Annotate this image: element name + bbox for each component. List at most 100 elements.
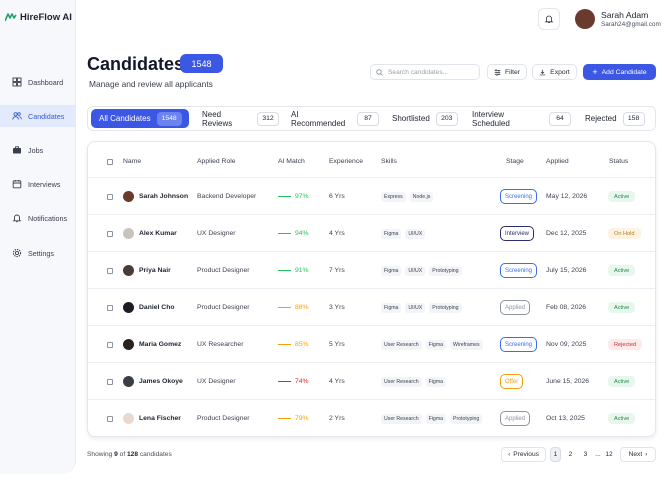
table-row[interactable]: James Okoye UX Designer 74% 4 Yrs User R… xyxy=(88,362,655,399)
tab-label: AI Recommended xyxy=(291,109,346,128)
stage-badge[interactable]: Interview xyxy=(500,226,535,241)
user-name: Sarah Adam xyxy=(601,10,649,20)
avatar xyxy=(123,376,134,387)
status-badge: Active xyxy=(608,302,636,313)
user-avatar[interactable] xyxy=(575,9,595,29)
skill-chip: User Research xyxy=(381,339,422,350)
sidebar-item-settings[interactable]: Settings xyxy=(0,242,76,264)
match-indicator xyxy=(278,343,291,346)
user-email: Sarah24@gmail.com xyxy=(601,21,661,28)
applied-date: Nov 09, 2025 xyxy=(546,341,587,348)
page-3-button[interactable]: 3 xyxy=(583,451,588,458)
applied-role: Product Designer xyxy=(197,415,250,422)
tab-ai-recommended[interactable]: AI Recommended 87 xyxy=(284,109,379,128)
candidate-name[interactable]: Daniel Cho xyxy=(139,304,175,311)
row-checkbox[interactable] xyxy=(107,415,113,422)
skill-chip: Prototyping xyxy=(450,413,483,424)
skill-chip: Wireframes xyxy=(450,339,483,350)
skill-chip: Figma xyxy=(425,376,447,387)
stage-badge[interactable]: Applied xyxy=(500,300,531,315)
chevron-left-icon: ‹ xyxy=(508,451,511,458)
next-page-button[interactable]: Next › xyxy=(620,447,656,462)
sidebar-item-jobs[interactable]: Jobs xyxy=(0,139,76,161)
tab-need-reviews[interactable]: Need Reviews 312 xyxy=(195,109,279,128)
table-row[interactable]: Maria Gomez UX Researcher 85% 5 Yrs User… xyxy=(88,325,655,362)
sidebar-item-dashboard[interactable]: Dashboard xyxy=(0,71,76,93)
tab-rejected[interactable]: Rejected 158 xyxy=(578,109,650,128)
filter-button[interactable]: Filter xyxy=(487,64,527,80)
select-all-checkbox[interactable] xyxy=(107,159,113,165)
add-candidate-button[interactable]: + Add Candidate xyxy=(583,64,656,80)
row-checkbox[interactable] xyxy=(107,341,113,348)
app-logo[interactable]: HireFlow AI xyxy=(5,12,72,23)
row-checkbox[interactable] xyxy=(107,193,113,200)
export-button[interactable]: Export xyxy=(532,64,577,80)
applied-date: May 12, 2026 xyxy=(546,193,588,200)
table-row[interactable]: Alex Kumar UX Designer 94% 4 Yrs Figma UI… xyxy=(88,214,655,251)
candidate-count-badge: 1548 xyxy=(180,54,223,73)
candidate-name[interactable]: Sarah Johnson xyxy=(139,193,189,200)
applied-date: Feb 08, 2026 xyxy=(546,304,587,311)
skill-chip: User Research xyxy=(381,376,422,387)
row-checkbox[interactable] xyxy=(107,378,113,385)
row-checkbox[interactable] xyxy=(107,304,113,311)
ai-match-value: 97% xyxy=(295,193,309,200)
candidate-tabs: All Candidates 1548 Need Reviews 312 AI Reco… xyxy=(87,106,656,131)
applied-role: UX Designer xyxy=(197,378,236,385)
stage-badge[interactable]: Screening xyxy=(500,263,538,278)
avatar xyxy=(123,191,134,202)
stage-badge[interactable]: Screening xyxy=(500,189,538,204)
applied-date: June 15, 2026 xyxy=(546,378,590,385)
candidate-name[interactable]: Maria Gomez xyxy=(139,341,182,348)
row-checkbox[interactable] xyxy=(107,230,113,237)
search-box[interactable] xyxy=(370,64,480,80)
notification-bell-button[interactable] xyxy=(538,8,560,30)
page-1-button[interactable]: 1 xyxy=(550,447,561,462)
table-row[interactable]: Daniel Cho Product Designer 88% 3 Yrs Fi… xyxy=(88,288,655,325)
avatar xyxy=(123,302,134,313)
status-badge: Active xyxy=(608,265,636,276)
status-badge: Active xyxy=(608,376,636,387)
page-12-button[interactable]: 12 xyxy=(605,451,613,458)
previous-page-button[interactable]: ‹ Previous xyxy=(501,447,546,462)
candidate-name[interactable]: James Okoye xyxy=(139,378,183,385)
sidebar-item-candidates[interactable]: Candidates xyxy=(0,105,76,127)
header-name: Name xyxy=(123,158,142,165)
avatar xyxy=(123,265,134,276)
summary-shown: 9 xyxy=(114,451,118,458)
stage-badge[interactable]: Offer xyxy=(500,374,524,389)
header-experience: Experience xyxy=(329,158,364,165)
candidate-name[interactable]: Lena Fischer xyxy=(139,415,181,422)
summary-prefix: Showing xyxy=(87,451,113,458)
header-ai-match: AI Match xyxy=(278,158,305,165)
stage-badge[interactable]: Screening xyxy=(500,337,538,352)
candidate-name[interactable]: Alex Kumar xyxy=(139,230,177,237)
stage-badge[interactable]: Applied xyxy=(500,411,531,426)
sidebar-item-label: Dashboard xyxy=(28,77,64,87)
match-indicator xyxy=(278,417,291,420)
match-indicator xyxy=(278,232,291,235)
search-icon xyxy=(376,68,383,76)
bell-icon xyxy=(544,15,554,23)
ai-match-value: 74% xyxy=(295,378,309,385)
ai-match-value: 79% xyxy=(295,415,309,422)
experience-value: 2 Yrs xyxy=(329,415,345,422)
row-checkbox[interactable] xyxy=(107,267,113,274)
tab-shortlisted[interactable]: Shortlisted 203 xyxy=(385,109,459,128)
sidebar-item-label: Settings xyxy=(28,248,54,258)
chevron-right-icon: › xyxy=(645,451,648,458)
tab-interview-scheduled[interactable]: Interview Scheduled 64 xyxy=(465,109,571,128)
sidebar-item-notifications[interactable]: Notifications xyxy=(0,207,76,229)
tab-all-candidates[interactable]: All Candidates 1548 xyxy=(91,109,189,128)
table-row[interactable]: Priya Nair Product Designer 91% 7 Yrs Fi… xyxy=(88,251,655,288)
table-row[interactable]: Sarah Johnson Backend Developer 97% 6 Yr… xyxy=(88,177,655,214)
skill-chip: Figma xyxy=(425,339,447,350)
table-row[interactable]: Lena Fischer Product Designer 79% 2 Yrs … xyxy=(88,399,655,436)
tab-count-badge: 64 xyxy=(549,111,571,126)
sidebar-item-interviews[interactable]: Interviews xyxy=(0,173,76,195)
header-skills: Skills xyxy=(381,158,397,165)
match-indicator xyxy=(278,195,291,198)
page-2-button[interactable]: 2 xyxy=(568,451,573,458)
search-input[interactable] xyxy=(388,68,478,76)
candidate-name[interactable]: Priya Nair xyxy=(139,267,171,274)
